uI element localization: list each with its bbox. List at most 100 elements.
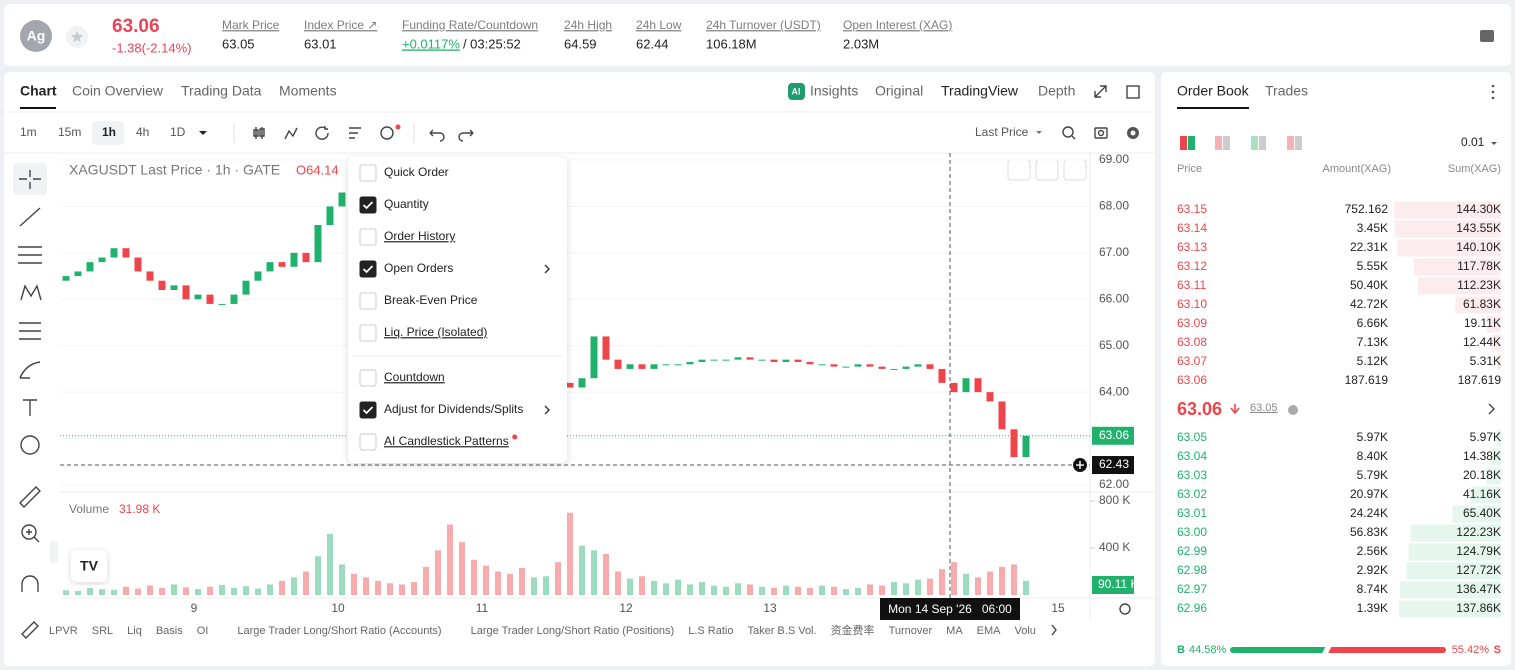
crosshair-tool[interactable] — [19, 170, 41, 189]
bottom-tool[interactable]: EMA — [977, 625, 1002, 637]
ob-price[interactable]: 62.96 — [1177, 601, 1207, 615]
menu-item[interactable]: Quick Order — [384, 165, 449, 179]
bottom-tool[interactable]: Turnover — [889, 625, 933, 637]
view-tab[interactable]: Insights — [810, 83, 858, 99]
checkbox[interactable] — [359, 260, 377, 278]
checkbox[interactable] — [359, 369, 377, 387]
tab[interactable]: Moments — [279, 83, 337, 99]
checkbox[interactable] — [359, 324, 377, 342]
precision[interactable]: 0.01 — [1461, 135, 1485, 149]
pattern-tool[interactable] — [20, 284, 42, 301]
tab[interactable]: Coin Overview — [72, 83, 164, 99]
reset-button[interactable] — [1063, 159, 1087, 181]
window-icon[interactable] — [1126, 85, 1140, 99]
view-trades[interactable] — [1287, 136, 1294, 150]
zoom-tool[interactable] — [21, 524, 37, 540]
expand-chevron[interactable] — [1488, 403, 1495, 415]
ob-price[interactable]: 63.15 — [1177, 202, 1207, 216]
bottom-tool[interactable]: Liq — [127, 625, 142, 637]
collapse-toolbar[interactable] — [50, 541, 58, 563]
emoji-tool[interactable] — [20, 435, 40, 455]
checkbox[interactable] — [359, 228, 377, 246]
ruler-tool[interactable] — [19, 486, 41, 508]
ob-price[interactable]: 63.00 — [1177, 525, 1207, 539]
checkbox[interactable] — [359, 196, 377, 214]
interval[interactable]: 1h — [102, 125, 116, 139]
dropdown-arrow[interactable] — [1036, 131, 1042, 134]
expand-icon[interactable] — [1094, 85, 1107, 98]
ob-price[interactable]: 63.05 — [1177, 430, 1207, 444]
menu-item[interactable]: Open Orders — [384, 261, 453, 275]
menu-item[interactable]: Quantity — [384, 197, 429, 211]
ob-price[interactable]: 63.03 — [1177, 468, 1207, 482]
ob-price[interactable]: 63.08 — [1177, 335, 1207, 349]
camera-icon[interactable] — [1094, 127, 1108, 139]
menu-item[interactable]: AI Candlestick Patterns — [384, 434, 509, 448]
checkbox[interactable] — [359, 164, 377, 182]
checkbox[interactable] — [359, 433, 377, 451]
more-icon[interactable] — [1491, 84, 1495, 88]
text-tool[interactable] — [23, 399, 37, 416]
candle-type-icon[interactable] — [253, 127, 265, 139]
menu-item[interactable]: Break-Even Price — [384, 293, 478, 307]
view-asks[interactable] — [1215, 136, 1222, 150]
template-icon[interactable] — [349, 127, 361, 139]
ob-price[interactable]: 63.06 — [1177, 373, 1207, 387]
view-both[interactable] — [1180, 136, 1187, 150]
ob-price[interactable]: 63.07 — [1177, 354, 1207, 368]
dropdown-arrow[interactable] — [199, 131, 207, 135]
ob-price[interactable]: 63.04 — [1177, 449, 1207, 463]
replay-icon[interactable] — [315, 126, 329, 140]
brush-tool[interactable] — [19, 361, 41, 379]
collapse-button[interactable] — [1035, 159, 1059, 181]
ob-tab[interactable]: Trades — [1265, 83, 1308, 99]
bottom-tool[interactable]: MA — [946, 625, 963, 637]
measure-tool[interactable] — [19, 322, 41, 340]
ob-tab[interactable]: Order Book — [1177, 83, 1250, 99]
undo-icon[interactable] — [429, 129, 445, 142]
search-icon[interactable] — [1062, 126, 1074, 138]
add-icon[interactable] — [380, 126, 394, 140]
ob-price[interactable]: 63.11 — [1177, 278, 1206, 292]
interval[interactable]: 1D — [170, 125, 186, 139]
notes-icon[interactable] — [1480, 30, 1494, 42]
ob-price[interactable]: 62.97 — [1177, 582, 1207, 596]
ob-price[interactable]: 62.98 — [1177, 563, 1207, 577]
ob-price[interactable]: 63.13 — [1177, 240, 1207, 254]
menu-item[interactable]: Liq. Price (Isolated) — [384, 325, 487, 339]
bottom-tool[interactable]: 资金费率 — [831, 623, 875, 637]
bottom-tool[interactable]: SRL — [92, 625, 113, 637]
ob-price[interactable]: 63.09 — [1177, 316, 1207, 330]
pen-tool[interactable] — [21, 621, 39, 639]
checkbox[interactable] — [359, 292, 377, 310]
magnet-tool[interactable] — [21, 575, 39, 592]
checkbox[interactable] — [359, 401, 377, 419]
axis-settings[interactable] — [1119, 603, 1131, 615]
bottom-tool[interactable]: Basis — [156, 625, 183, 637]
menu-item[interactable]: Adjust for Dividends/Splits — [384, 402, 523, 416]
ob-price[interactable]: 63.14 — [1177, 221, 1207, 235]
price-source[interactable]: Last Price — [975, 125, 1029, 139]
more-tools-arrow[interactable] — [1051, 624, 1057, 636]
bottom-tool[interactable]: LPVR — [49, 625, 78, 637]
ob-price[interactable]: 62.99 — [1177, 544, 1207, 558]
bottom-tool[interactable]: Taker B.S Vol. — [747, 625, 816, 637]
fib-tool[interactable] — [18, 246, 42, 264]
ob-price[interactable]: 63.01 — [1177, 506, 1207, 520]
redo-icon[interactable] — [458, 129, 474, 142]
view-tab[interactable]: TradingView — [941, 83, 1019, 99]
ob-price[interactable]: 63.12 — [1177, 259, 1207, 273]
bottom-tool[interactable]: L.S Ratio — [688, 625, 733, 637]
indicator-icon[interactable] — [284, 127, 298, 140]
bottom-tool[interactable]: OI — [197, 625, 209, 637]
ob-price[interactable]: 63.02 — [1177, 487, 1207, 501]
ob-price[interactable]: 63.10 — [1177, 297, 1207, 311]
interval[interactable]: 15m — [58, 125, 81, 139]
interval[interactable]: 4h — [136, 125, 149, 139]
menu-item[interactable]: Countdown — [384, 370, 445, 384]
dropdown-arrow[interactable] — [1491, 142, 1497, 145]
view-tab[interactable]: Depth — [1038, 83, 1075, 99]
line-tool[interactable] — [19, 207, 41, 227]
view-tab[interactable]: Original — [875, 83, 923, 99]
view-bids[interactable] — [1251, 136, 1258, 150]
